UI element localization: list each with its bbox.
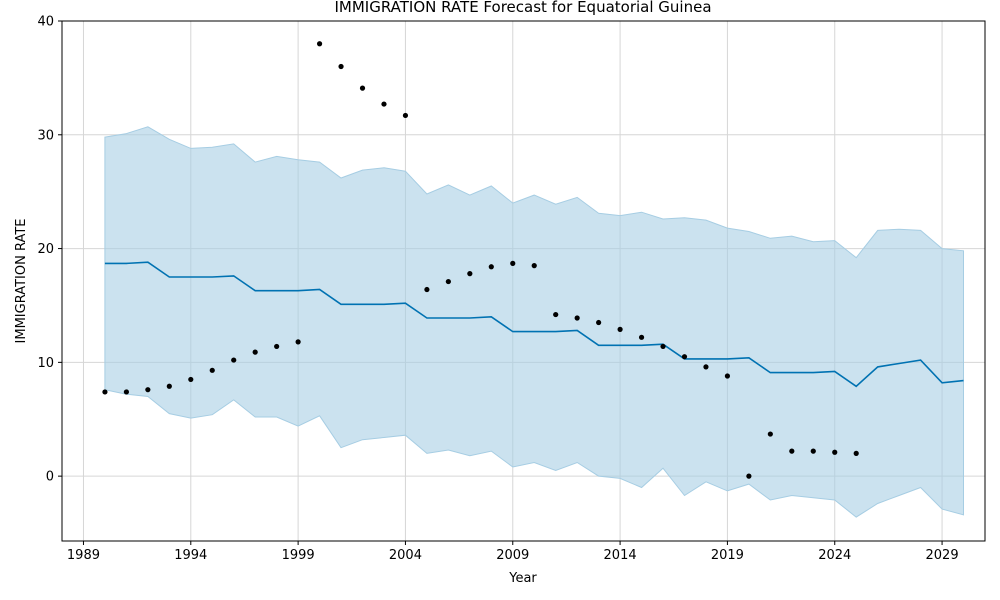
observed-point (402, 112, 409, 119)
observed-point (510, 260, 516, 266)
y-axis-ticks: 0 10 20 30 40 (37, 15, 62, 485)
observed-point (853, 450, 859, 456)
x-tick-label: 1999 (282, 548, 315, 563)
x-tick-label: 2029 (926, 548, 959, 563)
x-tick-label: 1994 (174, 548, 207, 563)
observed-point (295, 339, 301, 345)
x-axis-title: Year (508, 571, 537, 586)
observed-point (274, 343, 280, 350)
observed-point (359, 85, 366, 91)
observed-point (531, 263, 537, 269)
observed-point (660, 343, 666, 350)
x-tick-label: 2014 (604, 548, 637, 563)
observed-point (209, 367, 215, 373)
y-tick-label: 40 (37, 15, 54, 30)
observed-point (123, 389, 129, 395)
observed-point (488, 264, 494, 270)
x-axis-ticks: 1989 1994 1999 2004 2009 2014 2019 2024 2029 (67, 541, 959, 563)
observed-point (703, 364, 709, 370)
y-tick-label: 10 (37, 356, 54, 371)
observed-point (252, 349, 258, 355)
observed-point (574, 315, 580, 321)
observed-point (638, 334, 645, 340)
observed-point (166, 383, 172, 389)
observed-point (789, 448, 795, 454)
observed-point (810, 448, 816, 454)
axes-frame (61, 20, 986, 542)
x-tick-label: 2024 (818, 548, 851, 563)
forecast-line-layer (104, 261, 964, 388)
observed-point (724, 373, 731, 379)
observed-point (102, 389, 108, 395)
observed-point (424, 286, 430, 293)
observed-points-layer (102, 41, 859, 479)
observed-point (681, 354, 688, 360)
plot-area-border (61, 20, 986, 542)
observed-point (553, 311, 559, 318)
y-tick-label: 30 (37, 128, 54, 143)
observed-point (596, 319, 602, 326)
observed-point (746, 473, 752, 479)
uncertainty-interval-band (104, 126, 964, 518)
x-tick-label: 2019 (711, 548, 744, 563)
observed-point (145, 387, 151, 393)
y-tick-label: 0 (46, 470, 54, 485)
observed-point (445, 278, 451, 285)
observed-point (338, 63, 344, 70)
chart-title: IMMIGRATION RATE Forecast for Equatorial… (334, 0, 711, 16)
observed-point (188, 376, 194, 383)
x-tick-label: 2004 (389, 548, 422, 563)
observed-point (231, 357, 237, 363)
observed-point (832, 449, 838, 455)
y-axis-title: IMMIGRATION RATE (14, 219, 29, 344)
observed-point (617, 326, 623, 332)
interval-band-layer (104, 126, 964, 518)
observed-point (316, 41, 323, 47)
x-tick-label: 2009 (496, 548, 529, 563)
observed-point (467, 271, 473, 277)
forecast-line (104, 261, 964, 388)
observed-point (381, 101, 387, 107)
y-tick-label: 20 (37, 242, 54, 257)
observed-point (767, 431, 773, 437)
x-tick-label: 1989 (67, 548, 100, 563)
